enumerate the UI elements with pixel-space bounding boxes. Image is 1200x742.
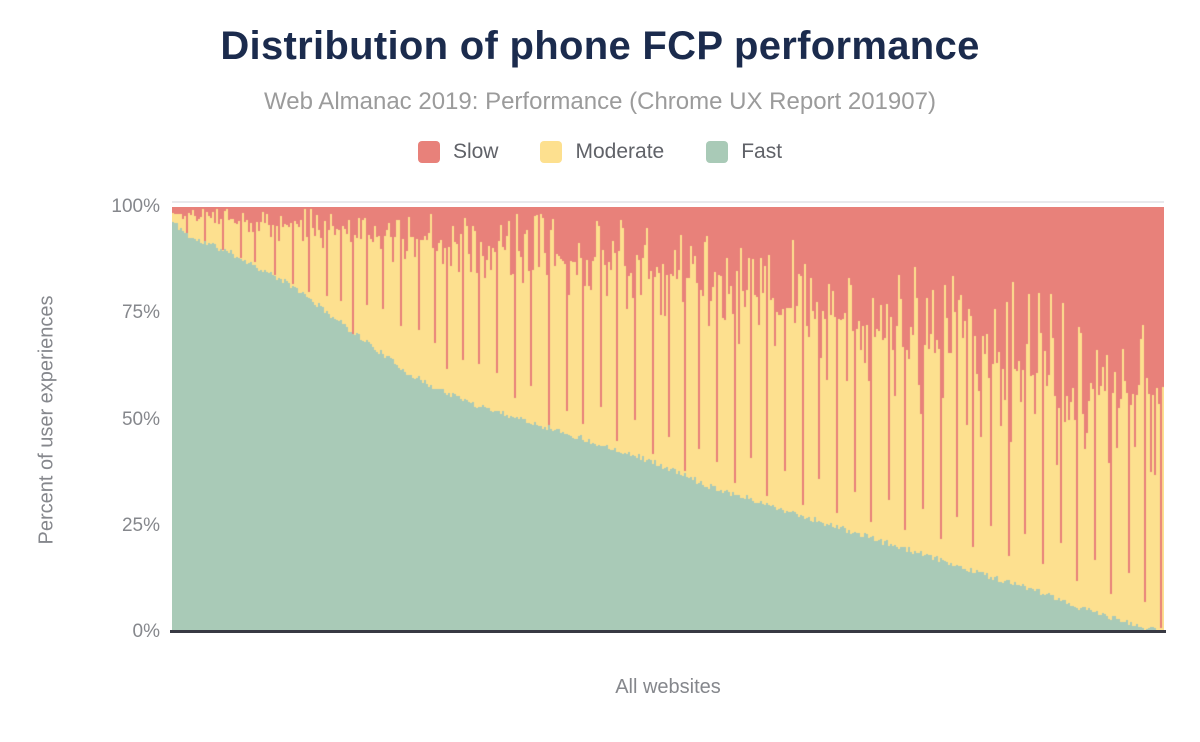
slow-swatch-icon <box>417 141 440 163</box>
legend-item-slow: Slow <box>417 140 499 164</box>
x-axis-title: All websites <box>615 676 721 698</box>
chart-title: Distribution of phone FCP performance <box>220 24 980 68</box>
legend: Slow Moderate Fast <box>0 140 1200 164</box>
plot-top-border <box>172 201 1164 203</box>
legend-label-slow: Slow <box>452 140 499 163</box>
ytick-25: 25% <box>121 515 160 536</box>
ytick-0: 0% <box>132 621 160 642</box>
moderate-swatch-icon <box>540 141 563 163</box>
y-axis-title: Percent of user experiences <box>35 295 58 545</box>
chart-canvas <box>172 207 1164 632</box>
ytick-75: 75% <box>121 302 160 323</box>
chart-subtitle: Web Almanac 2019: Performance (Chrome UX… <box>264 88 936 115</box>
legend-item-fast: Fast <box>706 140 782 164</box>
x-axis-line <box>170 630 1166 633</box>
ytick-50: 50% <box>121 409 160 430</box>
fast-swatch-icon <box>706 141 729 163</box>
legend-label-moderate: Moderate <box>575 140 665 163</box>
ytick-100: 100% <box>111 196 160 217</box>
legend-label-fast: Fast <box>741 140 783 163</box>
legend-item-moderate: Moderate <box>540 140 664 164</box>
